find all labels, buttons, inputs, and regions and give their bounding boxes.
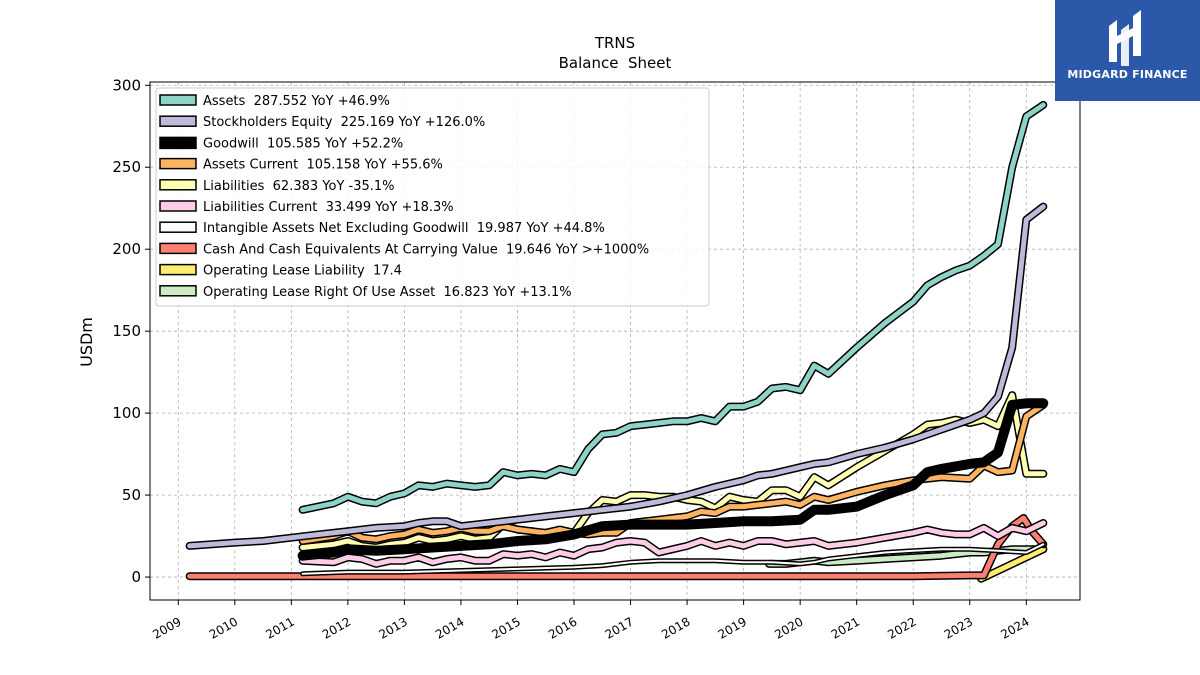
- y-tick-label: 300: [112, 76, 141, 94]
- legend-item: Operating Lease Liability 17.4: [159, 263, 402, 279]
- legend-item: Goodwill 105.585 YoY +52.2%: [159, 136, 403, 151]
- x-tick-label: 2017: [603, 614, 636, 641]
- chart-title: TRNS: [594, 34, 635, 52]
- x-tick-label: 2022: [885, 614, 918, 641]
- legend-swatch: [159, 285, 197, 297]
- legend-swatch: [159, 221, 197, 233]
- y-tick-label: 100: [112, 404, 141, 422]
- x-tick-label: 2010: [207, 614, 240, 641]
- x-tick-label: 2018: [659, 614, 692, 641]
- legend-label: Stockholders Equity 225.169 YoY +126.0%: [203, 115, 485, 130]
- legend-swatch: [159, 115, 197, 127]
- y-tick-label: 250: [112, 158, 141, 176]
- legend-swatch: [159, 242, 197, 255]
- chart-subtitle: Balance Sheet: [559, 54, 672, 72]
- legend-label: Liabilities 62.383 YoY -35.1%: [203, 179, 395, 194]
- brand-name: MIDGARD FINANCE: [1067, 68, 1188, 81]
- x-tick-label: 2016: [546, 614, 579, 641]
- legend-item: Stockholders Equity 225.169 YoY +126.0%: [159, 115, 485, 130]
- legend-box: [155, 87, 710, 307]
- y-tick-label: 50: [122, 486, 141, 504]
- series-stroke: [300, 102, 1046, 513]
- brand-logo: MIDGARD FINANCE: [1055, 0, 1200, 101]
- series-lines: [185, 100, 1049, 583]
- legend-swatch: [159, 136, 197, 150]
- x-tick-label: 2024: [998, 614, 1031, 641]
- legend-label: Assets Current 105.158 YoY +55.6%: [203, 158, 443, 173]
- legend: Assets 287.552 YoY +46.9% Stockholders Eq…: [155, 87, 710, 307]
- series-stroke: [299, 399, 1047, 560]
- series-stroke: [187, 204, 1046, 549]
- x-tick-label: 2021: [829, 614, 862, 641]
- y-axis-label: USDm: [77, 317, 96, 367]
- y-tick-label: 200: [112, 240, 141, 258]
- legend-item: Operating Lease Right Of Use Asset 16.82…: [159, 285, 572, 300]
- series-line-0: [298, 100, 1048, 514]
- legend-label: Operating Lease Liability 17.4: [203, 264, 402, 279]
- legend-label: Goodwill 105.585 YoY +52.2%: [203, 136, 403, 151]
- series-stroke: [978, 546, 1046, 582]
- series-stroke: [300, 520, 1046, 567]
- plot-frame: [149, 81, 1081, 601]
- x-tick-label: 2015: [490, 614, 523, 641]
- x-tick-label: 2020: [772, 614, 805, 641]
- y-tick-label: 150: [112, 322, 141, 340]
- x-tick-label: 2013: [376, 614, 409, 641]
- legend-label: Assets 287.552 YoY +46.9%: [203, 94, 390, 109]
- series-line-1: [185, 202, 1048, 550]
- legend-swatch: [159, 179, 197, 191]
- x-axis-ticks: 2009 2010 2011 2012 2013 2014 2015 2016 2017 2018…: [150, 600, 1032, 642]
- legend-swatch: [159, 200, 197, 212]
- y-tick-label: 0: [131, 568, 141, 586]
- legend-label: Cash And Cash Equivalents At Carrying Va…: [203, 242, 649, 257]
- legend-item: Liabilities Current 33.499 YoY +18.3%: [159, 200, 454, 215]
- series-stroke: [301, 543, 1045, 575]
- legend-swatch: [159, 263, 197, 276]
- legend-swatch: [159, 157, 197, 170]
- x-tick-label: 2011: [263, 614, 296, 641]
- series-line-6: [300, 541, 1046, 577]
- series-line-2: [297, 398, 1049, 561]
- legend-swatch: [159, 94, 197, 106]
- legend-item: Cash And Cash Equivalents At Carrying Va…: [159, 242, 649, 257]
- legend-label: Intangible Assets Net Excluding Goodwill…: [203, 221, 605, 236]
- midgard-logo-icon: [1109, 10, 1141, 66]
- x-tick-label: 2019: [716, 614, 749, 641]
- legend-item: Intangible Assets Net Excluding Goodwill…: [159, 221, 605, 236]
- legend-label: Operating Lease Right Of Use Asset 16.82…: [203, 285, 572, 300]
- legend-item: Liabilities 62.383 YoY -35.1%: [159, 179, 395, 194]
- series-stroke: [300, 392, 1046, 550]
- x-tick-label: 2014: [433, 614, 466, 641]
- x-tick-label: 2012: [320, 614, 353, 641]
- x-tick-label: 2009: [150, 614, 183, 641]
- legend-item: Assets 287.552 YoY +46.9%: [159, 94, 390, 109]
- series-line-5: [298, 519, 1048, 568]
- legend-item: Assets Current 105.158 YoY +55.6%: [159, 157, 443, 173]
- series-line-4: [298, 391, 1048, 552]
- series-line-8: [977, 545, 1048, 583]
- x-tick-label: 2023: [942, 614, 975, 641]
- y-axis-ticks: 0 50 100 150 200 250 300: [112, 76, 150, 586]
- legend-label: Liabilities Current 33.499 YoY +18.3%: [203, 200, 454, 215]
